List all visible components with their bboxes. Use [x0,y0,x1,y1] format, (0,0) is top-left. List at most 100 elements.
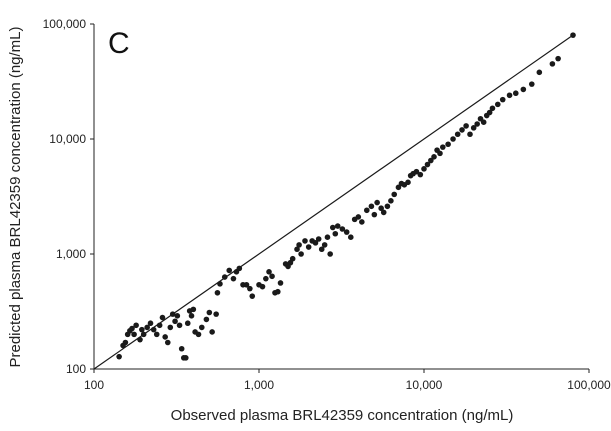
data-point [440,144,446,150]
data-point [247,285,253,292]
data-point [182,355,189,361]
data-point [494,101,501,108]
data-point [249,293,256,299]
data-point [164,339,171,346]
data-point [480,119,487,125]
data-point [528,81,535,87]
x-axis-title: Observed plasma BRL42359 concentration (… [171,407,514,424]
data-point [176,322,183,329]
data-point [424,161,431,168]
data-point [499,96,506,103]
data-point [159,314,166,321]
data-point [327,251,333,257]
data-point [332,230,339,237]
data-point [391,191,398,198]
data-point [206,309,213,316]
data-point [294,246,300,253]
data-point [378,205,384,212]
data-point [318,246,325,253]
y-tick-label: 100,000 [43,17,87,31]
data-point [536,69,543,76]
data-point [315,236,322,242]
data-point [555,55,561,62]
data-point [395,184,402,191]
data-point [445,141,451,148]
data-point [405,179,411,186]
data-point [263,275,269,282]
data-point [384,203,391,210]
data-point [359,219,365,225]
y-tick-label: 1,000 [56,247,86,261]
data-point [289,255,296,262]
data-point [428,157,434,164]
data-point [470,125,477,131]
data-point [147,320,154,327]
data-point [269,273,275,280]
data-point [512,90,519,97]
data-point [178,345,185,352]
data-point [266,269,272,275]
data-point [329,224,336,231]
data-point [463,123,469,129]
data-point [324,234,331,240]
data-point [421,166,427,172]
y-ticks: 100 1,000 10,000 100,000 [43,17,94,376]
y-tick-label: 10,000 [49,132,86,146]
data-point [156,322,163,329]
x-tick-label: 100 [84,378,104,392]
y-axis-title: Predicted plasma BRL42359 concentration … [7,26,24,367]
data-point [236,265,243,272]
data-point [380,209,387,216]
data-point [137,336,143,343]
data-point [153,331,160,338]
data-point [172,318,178,325]
identity-line [93,34,574,370]
data-point [520,86,527,93]
data-point [296,242,302,248]
data-point [150,326,157,333]
data-point [302,238,308,244]
data-point [144,324,150,331]
data-point [131,331,137,338]
data-point [230,275,237,282]
data-point [506,92,513,99]
data-point [243,281,250,288]
data-point [549,61,556,67]
data-point [169,311,176,317]
data-point [174,313,181,319]
data-point [388,198,394,204]
data-point [167,324,174,331]
data-point [133,322,139,329]
data-point [217,281,223,287]
data-point [437,150,443,157]
plot-area: 100 1,000 10,000 100,000 100 1,000 10,000 100,… [43,17,611,392]
data-point [474,121,480,127]
data-point [188,313,195,319]
data-point [334,223,341,229]
data-point [368,203,375,210]
data-point [459,127,465,133]
data-point [467,131,473,138]
data-point [417,171,424,178]
x-tick-label: 1,000 [244,378,274,392]
data-point [486,109,493,116]
data-point [431,154,437,160]
data-point [570,32,576,38]
data-point [140,331,147,338]
data-point [198,324,205,331]
data-point [259,283,266,290]
data-point [213,311,219,317]
data-point [221,274,228,280]
data-point [339,226,346,232]
data-point [312,240,319,246]
data-point [139,326,145,333]
data-point [305,244,312,250]
data-point [347,234,354,240]
x-tick-label: 10,000 [406,378,443,392]
panel-label: C [108,27,130,60]
x-ticks: 100 1,000 10,000 100,000 [84,369,611,392]
data-point [321,242,328,248]
data-point [277,280,284,286]
data-point [343,229,350,235]
